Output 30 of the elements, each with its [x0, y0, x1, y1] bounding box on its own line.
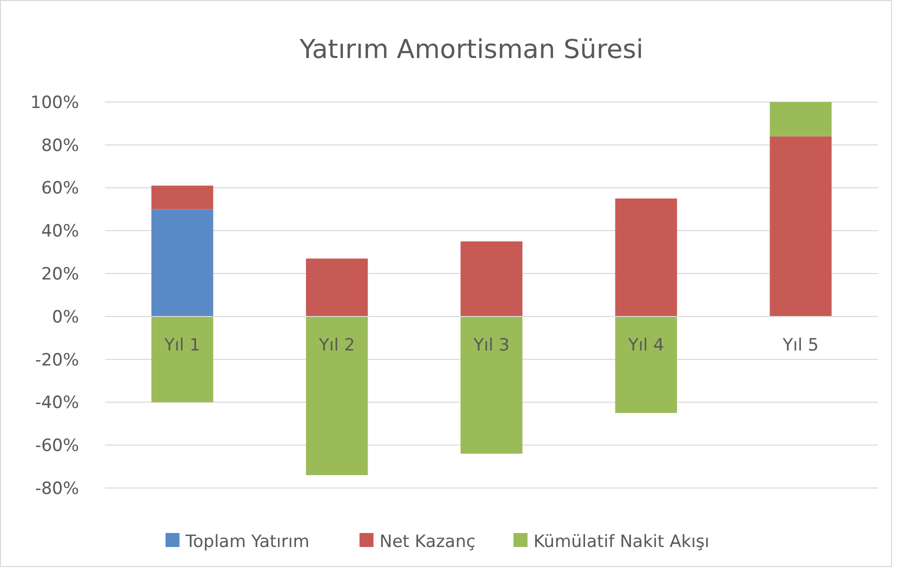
chart-title: Yatırım Amortisman Süresi	[298, 35, 644, 65]
bar	[306, 316, 368, 476]
x-tick-label: Yıl 5	[782, 335, 819, 356]
bar	[460, 241, 522, 316]
bar	[151, 186, 214, 210]
legend-label: Toplam Yatırım	[184, 532, 310, 552]
x-tick-label: Yıl 2	[318, 335, 355, 356]
y-tick-label: 80%	[41, 136, 79, 156]
y-tick-label: 40%	[41, 222, 79, 242]
x-tick-label: Yıl 4	[627, 335, 664, 356]
y-tick-label: -60%	[35, 436, 79, 456]
x-tick-label: Yıl 1	[163, 335, 200, 356]
bar	[615, 198, 678, 316]
y-tick-label: -40%	[35, 393, 79, 414]
bar	[151, 316, 214, 402]
bar	[306, 258, 368, 316]
y-tick-label: -80%	[35, 478, 79, 499]
legend-label: Net Kazanç	[380, 532, 476, 552]
legend-label: Kümülatif Nakit Akışı	[534, 532, 710, 552]
y-tick-label: 100%	[30, 92, 79, 113]
y-tick-label: 20%	[41, 264, 79, 285]
bar	[770, 102, 832, 136]
x-tick-label: Yıl 3	[472, 335, 510, 356]
y-tick-label: 0%	[52, 307, 79, 328]
y-tick-label: -20%	[35, 350, 79, 370]
bar	[151, 209, 214, 316]
bar	[770, 136, 832, 316]
y-tick-label: 60%	[41, 178, 79, 199]
bar	[615, 316, 678, 413]
bar	[460, 316, 522, 454]
